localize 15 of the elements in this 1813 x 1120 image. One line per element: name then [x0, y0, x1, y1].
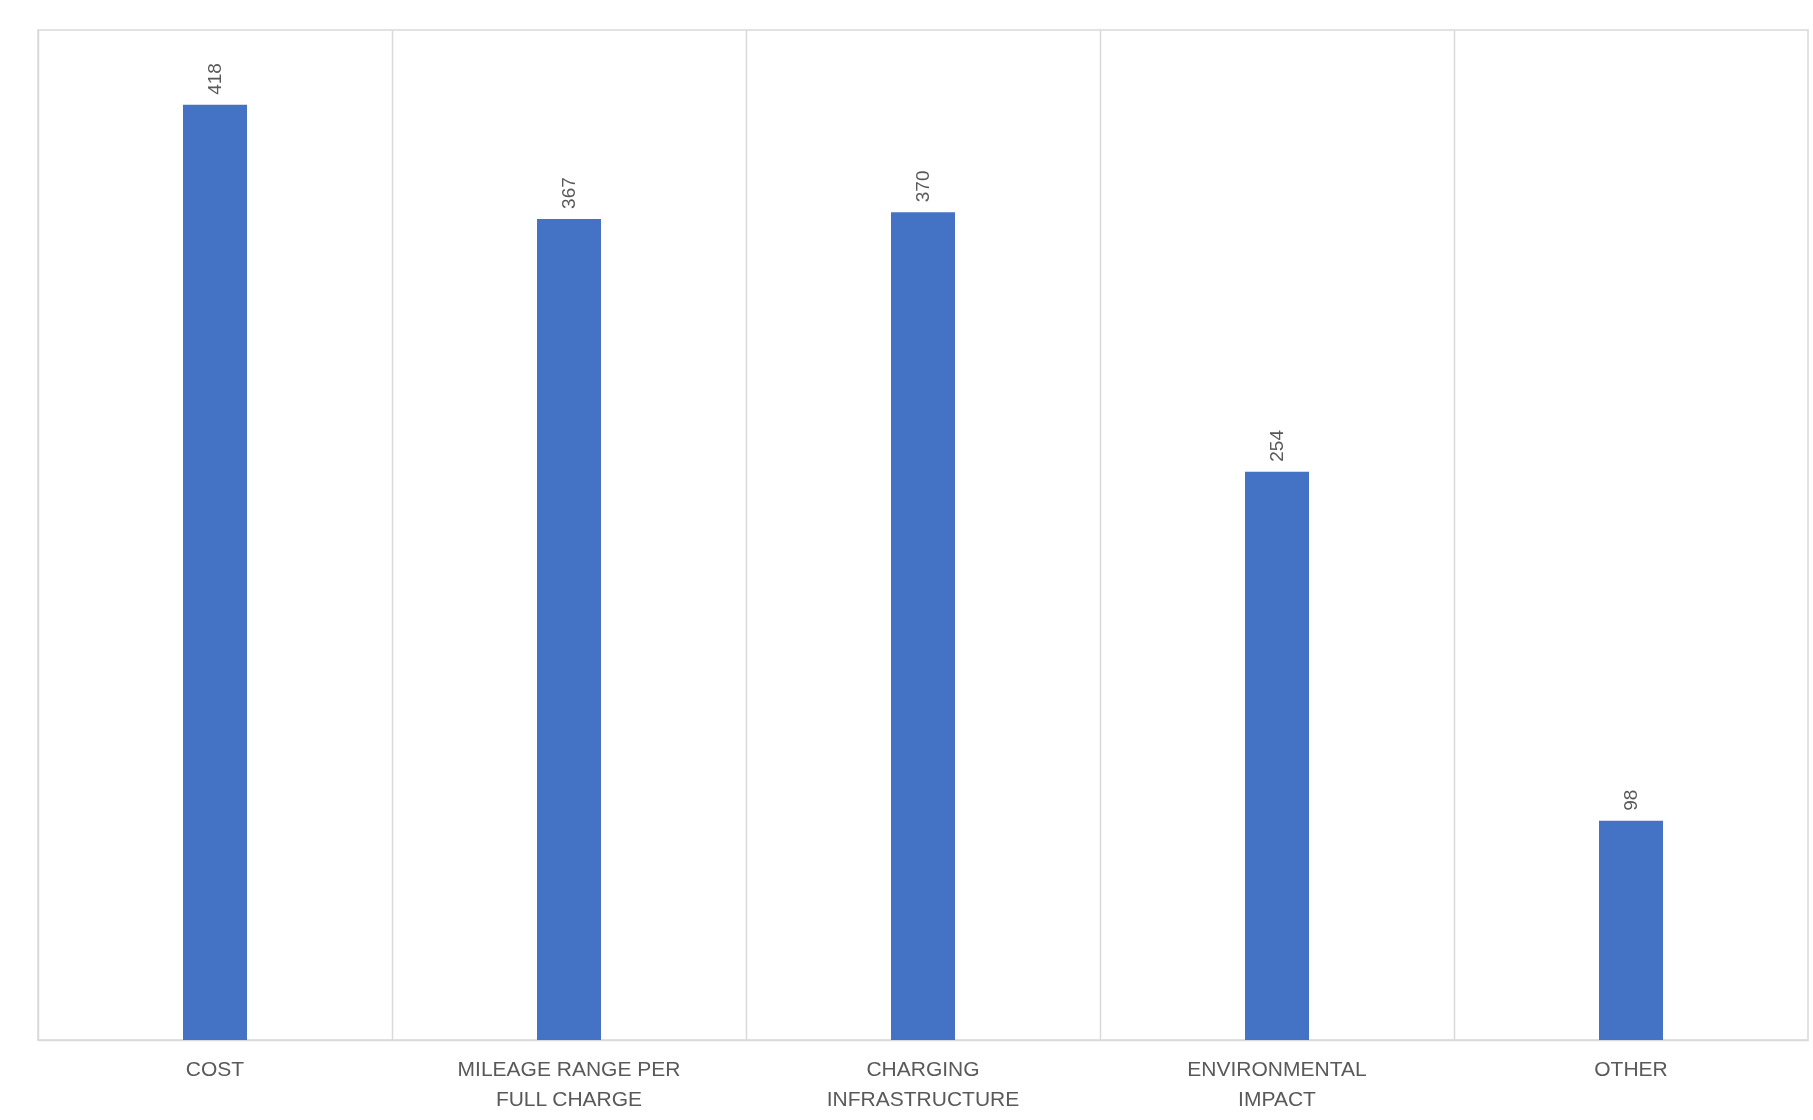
data-label: 98	[1620, 789, 1641, 811]
bar	[891, 212, 955, 1040]
data-label: 367	[558, 177, 579, 209]
x-tick-label: COST	[185, 1056, 245, 1080]
x-tick-label: ENVIRONMENTAL IMPACT	[1187, 1056, 1367, 1110]
x-tick-label: MILEAGE RANGE PER FULL CHARGE	[457, 1056, 681, 1110]
x-tick-label: CHARGING INFRASTRUCTURE	[826, 1056, 1020, 1110]
bar	[537, 218, 601, 1040]
bar	[1245, 471, 1309, 1040]
x-tick-label: OTHER	[1594, 1056, 1668, 1080]
bar	[1599, 820, 1663, 1040]
data-label: 370	[912, 170, 933, 203]
bar	[183, 104, 247, 1040]
data-label: 254	[1266, 429, 1287, 462]
data-label: 418	[204, 63, 225, 95]
